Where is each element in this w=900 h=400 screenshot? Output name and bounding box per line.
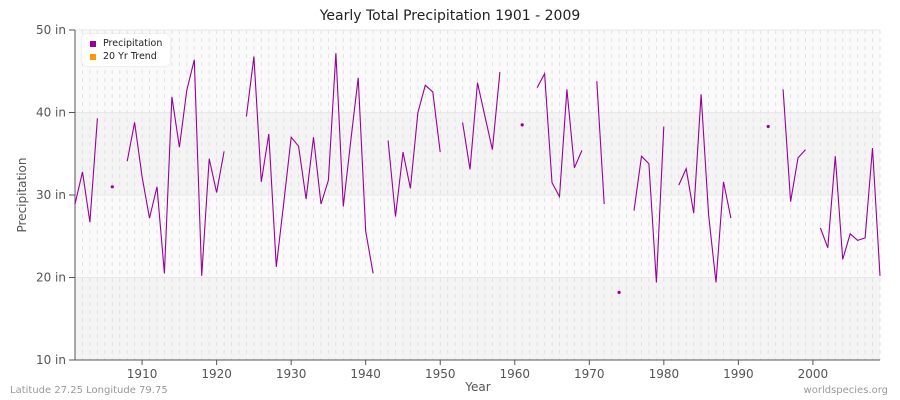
svg-text:1960: 1960 bbox=[499, 367, 530, 381]
svg-text:1950: 1950 bbox=[425, 367, 456, 381]
svg-text:1930: 1930 bbox=[276, 367, 307, 381]
legend-item-trend: 20 Yr Trend bbox=[90, 50, 162, 63]
svg-text:40 in: 40 in bbox=[36, 106, 66, 120]
svg-text:2000: 2000 bbox=[798, 367, 829, 381]
y-axis-label: Precipitation bbox=[15, 157, 29, 233]
legend-label: Precipitation bbox=[103, 38, 163, 49]
precipitation-swatch-icon bbox=[90, 40, 96, 47]
source-label: worldspecies.org bbox=[803, 385, 888, 396]
svg-text:50 in: 50 in bbox=[36, 23, 66, 37]
svg-text:30 in: 30 in bbox=[36, 188, 66, 202]
trend-swatch-icon bbox=[90, 53, 96, 60]
legend: Precipitation 20 Yr Trend bbox=[82, 34, 171, 66]
svg-text:10 in: 10 in bbox=[36, 353, 66, 367]
svg-text:1980: 1980 bbox=[649, 367, 680, 381]
svg-text:20 in: 20 in bbox=[36, 271, 66, 285]
svg-text:1940: 1940 bbox=[350, 367, 381, 381]
svg-text:1910: 1910 bbox=[127, 367, 158, 381]
coordinates-label: Latitude 27.25 Longitude 79.75 bbox=[10, 385, 168, 396]
svg-text:1990: 1990 bbox=[723, 367, 754, 381]
svg-text:1920: 1920 bbox=[201, 367, 232, 381]
chart-title: Yearly Total Precipitation 1901 - 2009 bbox=[319, 8, 581, 24]
x-axis-label: Year bbox=[465, 380, 491, 394]
legend-item-precipitation: Precipitation bbox=[90, 37, 162, 50]
svg-text:1970: 1970 bbox=[574, 367, 605, 381]
legend-label: 20 Yr Trend bbox=[103, 51, 157, 62]
